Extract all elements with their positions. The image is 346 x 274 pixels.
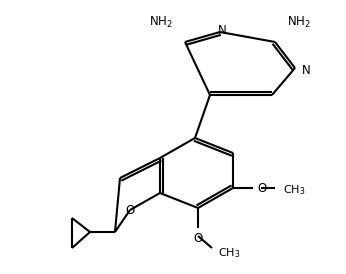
Text: NH$_2$: NH$_2$ bbox=[287, 15, 311, 30]
Text: NH$_2$: NH$_2$ bbox=[149, 15, 173, 30]
Text: O: O bbox=[193, 232, 203, 245]
Text: O: O bbox=[125, 204, 135, 216]
Text: N: N bbox=[218, 24, 226, 38]
Text: N: N bbox=[302, 64, 311, 76]
Text: O: O bbox=[257, 181, 266, 195]
Text: CH$_3$: CH$_3$ bbox=[283, 183, 306, 197]
Text: CH$_3$: CH$_3$ bbox=[218, 246, 240, 260]
